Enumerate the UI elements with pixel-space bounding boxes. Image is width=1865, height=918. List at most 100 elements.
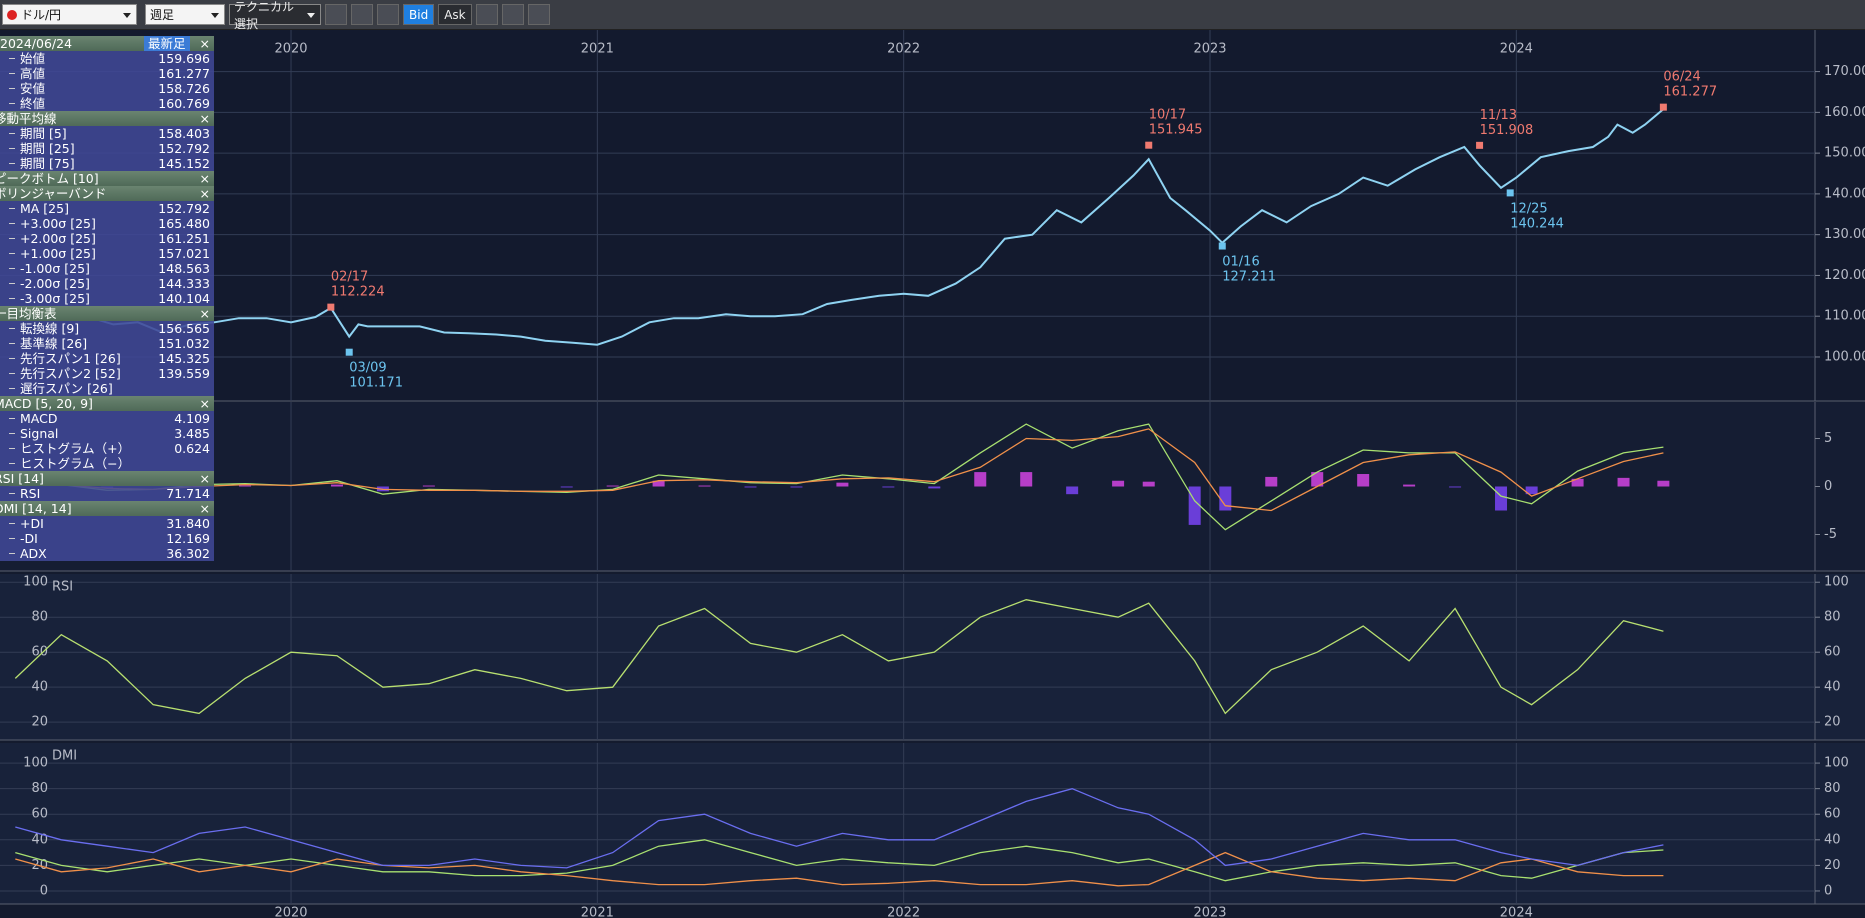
y-tick-label: 40: [1824, 680, 1841, 695]
row-value: 159.696: [158, 51, 210, 66]
row-value: 151.032: [158, 336, 210, 351]
section-header: RSI [14] ×: [0, 471, 214, 486]
series-line: [15, 428, 1664, 512]
chart-style-button[interactable]: [377, 4, 399, 25]
panel-row: 安値 158.726: [0, 81, 214, 96]
peak-marker: [327, 303, 335, 311]
histogram-bar: [1449, 486, 1462, 488]
pane-background: [0, 743, 1865, 904]
panel-row: ヒストグラム（+） 0.624: [0, 441, 214, 456]
y-tick-label-left: 20: [31, 715, 48, 730]
panel-row: 終値 160.769: [0, 96, 214, 111]
histogram-bar: [1066, 486, 1079, 495]
toolbar: ドル/円 週足 テクニカル選択 Bid Ask: [0, 0, 1865, 31]
x-tick-label: 2020: [274, 42, 307, 57]
histogram-bar: [1525, 486, 1538, 495]
close-button[interactable]: ×: [199, 471, 210, 486]
section-header: DMI [14, 14] ×: [0, 501, 214, 516]
y-tick-label-left: 80: [31, 781, 48, 796]
info-panel: 2024/06/24 最新足 × 始値 159.696 高値 161.277 安値 158.72…: [0, 36, 214, 561]
close-button[interactable]: ×: [199, 36, 210, 51]
ask-button[interactable]: Ask: [438, 4, 472, 25]
pane-background: [0, 30, 1865, 401]
close-button[interactable]: ×: [199, 306, 210, 321]
row-label: 安値: [9, 81, 45, 96]
row-value: 31.840: [166, 516, 210, 531]
pair-label: ドル/円: [21, 8, 62, 22]
histogram-bar: [1142, 481, 1155, 487]
row-value: 148.563: [158, 261, 210, 276]
row-label: 遅行スパン [26]: [9, 381, 113, 396]
series-line: [15, 839, 1664, 882]
y-tick-label: 80: [1824, 781, 1841, 796]
settings-button[interactable]: [475, 4, 498, 25]
histogram-bar: [698, 485, 711, 487]
bid-label: Bid: [409, 7, 429, 22]
y-tick-label: 60: [1824, 645, 1841, 660]
y-tick-label: 100.00: [1824, 349, 1865, 364]
row-value: 161.277: [158, 66, 210, 81]
pane-title: RSI: [52, 580, 73, 595]
histogram-bar: [330, 484, 343, 487]
row-value: 0.624: [174, 441, 210, 456]
draw-button[interactable]: [325, 4, 347, 25]
annotation-date: 01/16: [1222, 255, 1259, 270]
y-tick-label-left: 60: [31, 807, 48, 822]
section-title: 移動平均線: [0, 111, 57, 126]
panel-row: 期間 [25] 152.792: [0, 141, 214, 156]
y-tick-label: 20: [1824, 715, 1841, 730]
technical-select[interactable]: テクニカル選択: [229, 0, 321, 31]
y-tick-label: -5: [1824, 527, 1837, 542]
panel-row: ADX 36.302: [0, 546, 214, 561]
y-tick-label-left: 40: [31, 832, 48, 847]
row-value: 36.302: [166, 546, 210, 561]
y-tick-label: 100: [1824, 756, 1849, 771]
zoom-in-button[interactable]: [527, 4, 550, 25]
close-button[interactable]: ×: [199, 111, 210, 126]
row-label: -2.00σ [25]: [9, 276, 90, 291]
y-tick-label: 40: [1824, 832, 1841, 847]
row-label: MACD: [9, 411, 57, 426]
row-label: -3.00σ [25]: [9, 291, 90, 306]
section-title: DMI [14, 14]: [0, 501, 72, 516]
row-label: 高値: [9, 66, 45, 81]
panel-row: +1.00σ [25] 157.021: [0, 246, 214, 261]
zoom-out-button[interactable]: [501, 4, 524, 25]
section-header: 一目均衡表 ×: [0, 306, 214, 321]
close-button[interactable]: ×: [199, 171, 210, 186]
close-button[interactable]: ×: [199, 396, 210, 411]
panel-row: -1.00σ [25] 148.563: [0, 261, 214, 276]
row-label: -DI: [9, 531, 38, 546]
row-value: 158.403: [158, 126, 210, 141]
period-select[interactable]: 週足: [145, 4, 225, 25]
bid-button[interactable]: Bid: [403, 4, 435, 25]
row-value: 3.485: [174, 426, 210, 441]
series-line: [15, 851, 1664, 887]
row-label: MA [25]: [9, 201, 69, 216]
histogram-bar: [652, 480, 665, 487]
peak-marker: [1218, 242, 1226, 250]
y-tick-label-left: 40: [31, 680, 48, 695]
y-tick-label: 100: [1824, 575, 1849, 590]
row-label: 終値: [9, 96, 45, 111]
row-label: +3.00σ [25]: [9, 216, 96, 231]
y-tick-label: 120.00: [1824, 268, 1865, 283]
info-button[interactable]: [351, 4, 373, 25]
panel-row: Signal 3.485: [0, 426, 214, 441]
row-value: 140.104: [158, 291, 210, 306]
annotation-date: 03/09: [349, 361, 386, 376]
x-tick-label: 2024: [1500, 42, 1533, 57]
pair-select[interactable]: ドル/円: [2, 4, 137, 25]
annotation-date: 10/17: [1149, 108, 1186, 123]
annotation-value: 127.211: [1222, 270, 1276, 285]
close-button[interactable]: ×: [199, 501, 210, 516]
x-tick-label: 2023: [1193, 906, 1226, 918]
latest-badge: 最新足: [144, 36, 190, 51]
close-button[interactable]: ×: [199, 186, 210, 201]
row-value: 157.021: [158, 246, 210, 261]
row-value: 145.152: [158, 156, 210, 171]
x-tick-label: 2022: [887, 906, 920, 918]
y-tick-label-left: 60: [31, 645, 48, 660]
histogram-bar: [744, 486, 757, 488]
